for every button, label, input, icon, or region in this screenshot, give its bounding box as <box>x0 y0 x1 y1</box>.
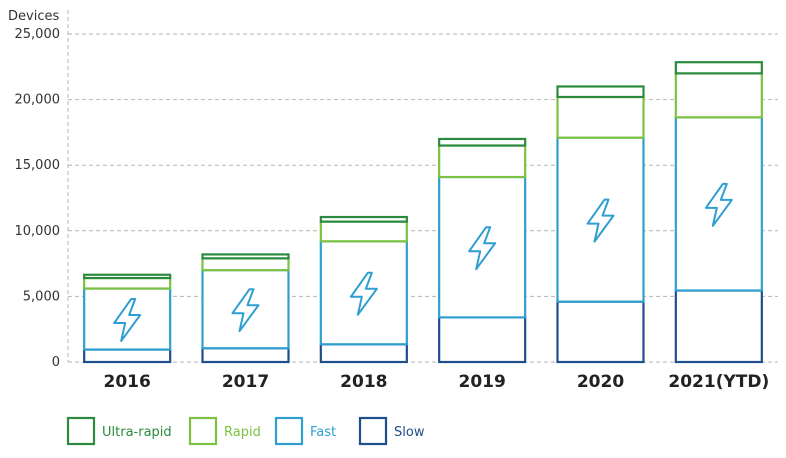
bar-rapid <box>83 276 172 290</box>
legend-label: Fast <box>310 425 336 440</box>
legend-swatch <box>274 416 304 446</box>
bar-fast <box>319 240 408 346</box>
legend-swatch <box>188 416 218 446</box>
bar-rapid <box>556 95 645 139</box>
bar-stack <box>201 253 290 364</box>
bar-stack <box>319 215 408 364</box>
y-tick-label: 0 <box>52 355 60 370</box>
legend-swatch <box>358 416 388 446</box>
bar-stack <box>438 137 527 364</box>
bar-rapid <box>319 220 408 243</box>
legend-label: Slow <box>394 425 425 440</box>
x-tick-label: 2016 <box>104 372 151 392</box>
lightning-bolt-icon <box>231 288 260 333</box>
bar-ultra-rapid <box>319 215 408 223</box>
x-tick-label: 2020 <box>577 372 624 392</box>
bar-ultra-rapid <box>201 253 290 260</box>
legend: Ultra-rapid Rapid Fast Slow <box>66 416 425 446</box>
bar-fast <box>201 269 290 350</box>
legend-item: Slow <box>358 416 425 446</box>
bar-fast <box>674 116 763 292</box>
bar-slow <box>319 343 408 364</box>
bar-ultra-rapid <box>438 137 527 147</box>
bar-rapid <box>438 144 527 179</box>
legend-label: Rapid <box>224 425 261 440</box>
bar-stack <box>674 61 763 364</box>
lightning-bolt-icon <box>349 271 378 316</box>
legend-item: Ultra-rapid <box>66 416 172 446</box>
y-tick-label: 25,000 <box>15 27 61 42</box>
y-tick-label: 20,000 <box>15 93 61 108</box>
legend-swatch <box>66 416 96 446</box>
legend-item: Rapid <box>188 416 261 446</box>
legend-label: Ultra-rapid <box>102 425 172 440</box>
bar-slow <box>556 300 645 364</box>
bar-ultra-rapid <box>556 85 645 99</box>
bar-ultra-rapid <box>674 61 763 75</box>
bar-ultra-rapid <box>83 273 172 280</box>
y-tick-label: 5,000 <box>23 289 60 304</box>
lightning-bolt-icon <box>113 298 142 343</box>
bar-slow <box>83 348 172 364</box>
gridlines <box>67 10 778 363</box>
y-tick-label: 15,000 <box>15 158 61 173</box>
x-tick-label: 2017 <box>222 372 269 392</box>
x-tick-label: 2021(YTD) <box>668 372 769 392</box>
bar-fast <box>556 136 645 303</box>
lightning-bolt-icon <box>586 198 615 243</box>
bar-stack <box>556 85 645 364</box>
legend-item: Fast <box>274 416 336 446</box>
bar-fast <box>83 287 172 351</box>
lightning-bolt-icon <box>468 226 497 271</box>
bar-fast <box>438 175 527 319</box>
y-axis-title: Devices <box>8 9 59 24</box>
bar-slow <box>674 289 763 364</box>
bars <box>83 61 763 364</box>
x-tick-label: 2019 <box>459 372 506 392</box>
bar-slow <box>201 347 290 364</box>
bar-rapid <box>201 257 290 272</box>
lightning-bolt-icon <box>704 182 733 227</box>
x-tick-label: 2018 <box>340 372 387 392</box>
bar-rapid <box>674 72 763 119</box>
y-tick-label: 10,000 <box>15 224 61 239</box>
y-tick-labels: 0 5,000 10,000 15,000 20,000 25,000 <box>15 27 61 370</box>
x-tick-labels: 2016 2017 2018 2019 2020 2021(YTD) <box>104 372 770 392</box>
bar-stack <box>83 273 172 364</box>
bar-slow <box>438 316 527 364</box>
